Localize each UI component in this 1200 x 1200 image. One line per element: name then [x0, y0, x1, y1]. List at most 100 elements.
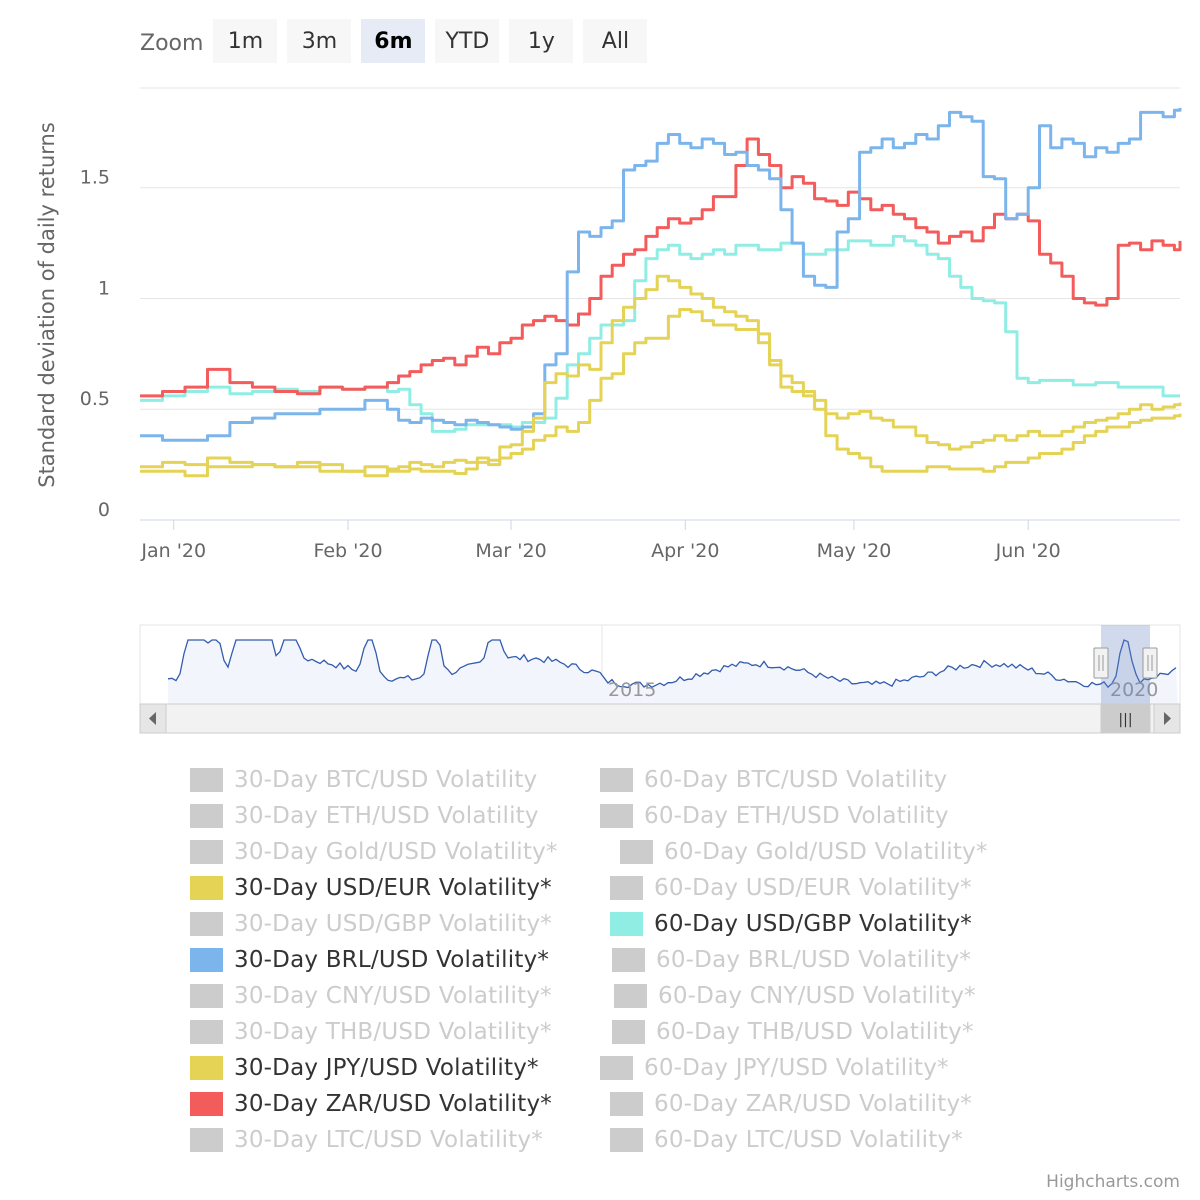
legend-item-60-day-cny-usd-volatility[interactable]: 60-Day CNY/USD Volatility* — [614, 978, 976, 1014]
legend-swatch — [190, 1056, 223, 1080]
x-tick-label: Mar '20 — [475, 540, 546, 562]
legend-label: 60-Day BRL/USD Volatility* — [656, 947, 972, 973]
zoom-label: Zoom — [140, 30, 204, 56]
x-tick-label: Jan '20 — [140, 540, 206, 562]
legend-label: 30-Day Gold/USD Volatility* — [234, 839, 558, 865]
legend-item-30-day-eth-usd-volatility[interactable]: 30-Day ETH/USD Volatility — [190, 798, 539, 834]
legend-item-30-day-brl-usd-volatility[interactable]: 30-Day BRL/USD Volatility* — [190, 942, 549, 978]
legend-item-60-day-brl-usd-volatility[interactable]: 60-Day BRL/USD Volatility* — [612, 942, 971, 978]
legend-swatch — [610, 876, 643, 900]
series-line-30-day-brl-usd-volatility[interactable] — [140, 107, 1182, 442]
series-line-30-day-jpy-usd-volatility[interactable] — [140, 308, 1182, 478]
navigator-left-handle[interactable] — [1093, 647, 1109, 679]
zoom-1m-button[interactable]: 1m — [213, 19, 278, 63]
legend-swatch — [190, 768, 223, 792]
legend-item-60-day-jpy-usd-volatility[interactable]: 60-Day JPY/USD Volatility* — [600, 1050, 949, 1086]
zoom-3m-button[interactable]: 3m — [287, 19, 352, 63]
legend-swatch — [190, 1092, 223, 1116]
y-axis-title: Standard deviation of daily returns — [35, 122, 59, 488]
legend-swatch — [190, 876, 223, 900]
zoom-1y-button[interactable]: 1y — [509, 19, 574, 63]
y-tick-label: 0 — [98, 499, 110, 521]
scrollbar-thumb[interactable] — [1100, 703, 1151, 734]
scrollbar-track[interactable] — [139, 703, 1181, 734]
legend-item-30-day-cny-usd-volatility[interactable]: 30-Day CNY/USD Volatility* — [190, 978, 552, 1014]
volatility-chart: 0 0.5 1 1.5 Standard deviation of daily ret… — [35, 87, 1182, 734]
legend-item-60-day-usd-gbp-volatility[interactable]: 60-Day USD/GBP Volatility* — [610, 906, 972, 942]
navigator-series-area — [168, 640, 1178, 704]
legend-label: 30-Day ETH/USD Volatility — [234, 803, 539, 829]
legend-item-60-day-usd-eur-volatility[interactable]: 60-Day USD/EUR Volatility* — [610, 870, 972, 906]
legend-label: 30-Day THB/USD Volatility* — [234, 1019, 552, 1045]
legend-swatch — [190, 840, 223, 864]
legend-label: 30-Day CNY/USD Volatility* — [234, 983, 552, 1009]
navigator-right-handle[interactable] — [1142, 647, 1158, 679]
series-line-60-day-usd-gbp-volatility[interactable] — [140, 234, 1180, 433]
legend-label: 60-Day CNY/USD Volatility* — [658, 983, 976, 1009]
legend-item-30-day-jpy-usd-volatility[interactable]: 30-Day JPY/USD Volatility* — [190, 1050, 539, 1086]
y-axis: 0 0.5 1 1.5 — [80, 167, 110, 521]
legend-swatch — [190, 984, 223, 1008]
legend-label: 60-Day Gold/USD Volatility* — [664, 839, 988, 865]
legend-label: 30-Day LTC/USD Volatility* — [234, 1127, 543, 1153]
legend-label: 60-Day LTC/USD Volatility* — [654, 1127, 963, 1153]
legend-item-30-day-usd-gbp-volatility[interactable]: 30-Day USD/GBP Volatility* — [190, 906, 552, 942]
navigator-series-line — [167, 639, 1177, 689]
navigator-selected-range[interactable] — [1101, 625, 1150, 704]
legend-swatch — [190, 804, 223, 828]
legend-label: 60-Day USD/GBP Volatility* — [654, 911, 972, 937]
scrollbar[interactable]: ||| — [139, 703, 1181, 734]
legend-swatch — [190, 948, 223, 972]
legend-item-30-day-ltc-usd-volatility[interactable]: 30-Day LTC/USD Volatility* — [190, 1122, 543, 1158]
legend-swatch — [610, 1128, 643, 1152]
legend-item-30-day-zar-usd-volatility[interactable]: 30-Day ZAR/USD Volatility* — [190, 1086, 552, 1122]
legend-label: 30-Day BRL/USD Volatility* — [234, 947, 550, 973]
x-tick-label: Jun '20 — [995, 540, 1061, 562]
legend-label: 30-Day USD/GBP Volatility* — [234, 911, 552, 937]
zoom-ytd-button[interactable]: YTD — [435, 19, 500, 63]
legend-item-60-day-eth-usd-volatility[interactable]: 60-Day ETH/USD Volatility — [600, 798, 949, 834]
legend-swatch — [612, 1020, 645, 1044]
legend-swatch — [190, 1020, 223, 1044]
zoom-6m-button[interactable]: 6m — [361, 19, 426, 63]
legend-item-30-day-btc-usd-volatility[interactable]: 30-Day BTC/USD Volatility — [190, 762, 537, 798]
legend-label: 60-Day JPY/USD Volatility* — [644, 1055, 949, 1081]
legend-item-60-day-gold-usd-volatility[interactable]: 60-Day Gold/USD Volatility* — [620, 834, 988, 870]
legend-item-30-day-gold-usd-volatility[interactable]: 30-Day Gold/USD Volatility* — [190, 834, 558, 870]
y-tick-label: 1.5 — [80, 167, 110, 189]
legend-item-30-day-thb-usd-volatility[interactable]: 30-Day THB/USD Volatility* — [190, 1014, 552, 1050]
legend-swatch — [610, 1092, 643, 1116]
legend-item-60-day-thb-usd-volatility[interactable]: 60-Day THB/USD Volatility* — [612, 1014, 974, 1050]
scrollbar-grip-icon: ||| — [1118, 712, 1132, 728]
series-lines — [140, 107, 1182, 478]
legend-label: 30-Day BTC/USD Volatility — [234, 767, 538, 793]
navigator-label-2015: 2015 — [608, 679, 656, 701]
zoom-all-button[interactable]: All — [583, 19, 648, 63]
legend-swatch — [600, 768, 633, 792]
legend-label: 30-Day USD/EUR Volatility* — [234, 875, 552, 901]
legend-item-60-day-zar-usd-volatility[interactable]: 60-Day ZAR/USD Volatility* — [610, 1086, 972, 1122]
y-tick-label: 1 — [98, 277, 110, 299]
arrow-left-icon — [149, 712, 156, 725]
x-tick-label: Feb '20 — [313, 540, 382, 562]
arrow-right-icon — [1164, 712, 1171, 725]
zoom-selector: Zoom 1m 3m 6m YTD 1y All — [140, 18, 657, 64]
series-line-30-day-usd-eur-volatility[interactable] — [140, 274, 1182, 473]
series-line-30-day-zar-usd-volatility[interactable] — [140, 137, 1182, 398]
legend-label: 30-Day JPY/USD Volatility* — [234, 1055, 539, 1081]
legend-item-60-day-ltc-usd-volatility[interactable]: 60-Day LTC/USD Volatility* — [610, 1122, 963, 1158]
legend-swatch — [600, 1056, 633, 1080]
legend-label: 60-Day THB/USD Volatility* — [656, 1019, 974, 1045]
y-tick-label: 0.5 — [80, 388, 110, 410]
legend-swatch — [610, 912, 643, 936]
credits-link[interactable]: Highcharts.com — [1046, 1172, 1180, 1192]
legend-swatch — [600, 804, 633, 828]
x-tick-label: May '20 — [817, 540, 892, 562]
legend-item-30-day-usd-eur-volatility[interactable]: 30-Day USD/EUR Volatility* — [190, 870, 552, 906]
legend-item-60-day-btc-usd-volatility[interactable]: 60-Day BTC/USD Volatility — [600, 762, 947, 798]
legend-swatch — [190, 912, 223, 936]
legend-label: 60-Day BTC/USD Volatility — [644, 767, 948, 793]
legend-label: 60-Day USD/EUR Volatility* — [654, 875, 972, 901]
